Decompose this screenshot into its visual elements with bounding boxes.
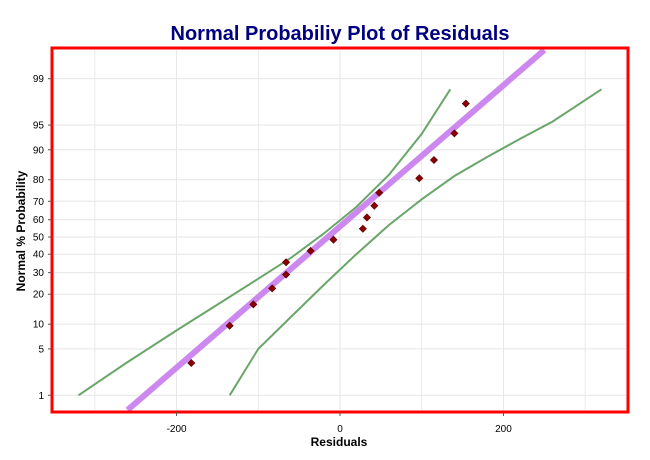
- data-points: [187, 99, 470, 368]
- data-point: [429, 155, 438, 165]
- data-point: [362, 213, 371, 222]
- grid-layer: [54, 50, 626, 410]
- x-tick-label: 200: [495, 424, 512, 435]
- data-point: [282, 258, 291, 267]
- data-point: [329, 235, 338, 244]
- data-point: [450, 129, 459, 138]
- data-point: [375, 188, 384, 197]
- y-tick-label: 10: [33, 320, 45, 331]
- y-tick-label: 50: [33, 232, 45, 243]
- axis-ticks: -200 0 200 1 5 10 20 30 40 50 60 70 80 90 95 99: [33, 74, 512, 435]
- chart-title: Normal Probabiliy Plot of Residuals: [171, 23, 510, 45]
- y-tick-label: 30: [33, 268, 45, 279]
- y-axis-title: Normal % Probability: [14, 170, 28, 291]
- confidence-bands: [77, 88, 603, 397]
- x-tick-label: 0: [337, 424, 343, 435]
- fit-line-layer: [125, 47, 547, 413]
- y-tick-label: 95: [33, 121, 45, 132]
- upper-band: [77, 88, 452, 397]
- data-point: [370, 201, 379, 210]
- y-tick-label: 99: [33, 74, 45, 85]
- y-tick-label: 70: [33, 197, 45, 208]
- x-tick-label: -200: [167, 424, 187, 435]
- data-point: [282, 270, 291, 279]
- y-tick-label: 5: [38, 344, 44, 355]
- y-tick-label: 1: [38, 391, 44, 402]
- data-point: [268, 284, 277, 293]
- y-tick-label: 60: [33, 215, 45, 226]
- y-tick-label: 90: [33, 145, 45, 156]
- data-point: [415, 174, 424, 183]
- y-tick-label: 40: [33, 250, 45, 261]
- lower-band: [228, 88, 603, 396]
- data-point: [461, 99, 470, 108]
- x-axis-title: Residuals: [311, 435, 368, 449]
- data-point: [358, 224, 367, 233]
- data-point: [187, 358, 196, 368]
- data-point: [249, 300, 258, 309]
- data-point: [225, 321, 234, 330]
- fit-line: [125, 47, 547, 413]
- data-point: [306, 246, 315, 255]
- y-tick-label: 80: [33, 175, 45, 186]
- y-tick-label: 20: [33, 290, 45, 301]
